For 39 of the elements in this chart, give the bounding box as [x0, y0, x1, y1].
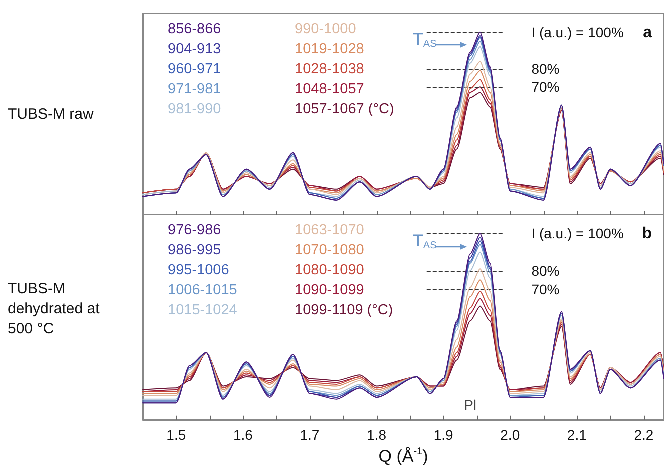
- x-tick-label: 1.9: [434, 426, 454, 443]
- chart-title: a: [643, 24, 652, 42]
- ref-line-label: 80%: [532, 60, 560, 77]
- text: 1057-1067 (°C): [295, 102, 394, 118]
- text: 986-995: [168, 242, 222, 258]
- text: 1099-1109 (°C): [295, 302, 394, 318]
- y-axis-title: TUBS-M raw: [8, 106, 94, 123]
- text: 1006-1015: [168, 282, 238, 298]
- x-tick-label: 1.8: [367, 426, 387, 443]
- text: 1070-1080: [295, 242, 364, 258]
- text: 904-913: [168, 42, 222, 58]
- y-axis-title: TUBS-M dehydrated at 500 °C: [8, 280, 104, 338]
- text: 856-866: [168, 22, 222, 38]
- text: 976-986: [168, 222, 222, 238]
- text: 960-971: [168, 62, 222, 78]
- ref-line-label: I (a.u.) = 100%: [532, 24, 624, 40]
- ref-line-label: 80%: [532, 262, 560, 279]
- x-tick-label: 2.2: [634, 426, 654, 443]
- text: 1063-1070: [295, 222, 364, 238]
- ref-line-label: 70%: [532, 79, 560, 96]
- x-tick-label: 2.1: [567, 426, 588, 443]
- text: 1019-1028: [295, 42, 364, 58]
- annotation: Pl: [464, 396, 477, 413]
- ref-line-label: 70%: [532, 281, 560, 298]
- x-tick-label: 1.6: [233, 426, 254, 443]
- chart-title: b: [642, 226, 652, 242]
- text: 981-990: [168, 102, 222, 118]
- text: 971-981: [168, 82, 222, 98]
- text: 1090-1099: [295, 282, 364, 298]
- text: 1028-1038: [295, 62, 364, 78]
- text: 995-1006: [168, 262, 230, 278]
- x-tick-label: 1.5: [166, 426, 186, 443]
- text: 990-1000: [295, 22, 356, 38]
- text: 1048-1057: [295, 82, 364, 98]
- x-tick-label: 1.7: [300, 426, 320, 443]
- text: 1015-1024: [168, 302, 238, 318]
- text: 1080-1090: [295, 262, 364, 278]
- ref-line-label: I (a.u.) = 100%: [532, 226, 624, 242]
- x-tick-label: 2.0: [500, 426, 520, 443]
